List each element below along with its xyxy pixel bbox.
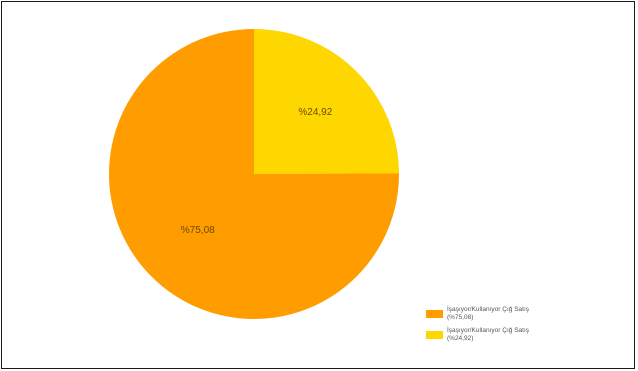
legend-label-2: İşaşıyor/Kullanıyor Çığ Satış (%24,92) — [447, 327, 530, 342]
legend-label-1: İşaşıyor/Kullanıyor Çığ Satış (%75,08) — [447, 306, 530, 321]
chart-legend: İşaşıyor/Kullanıyor Çığ Satış (%75,08) İ… — [426, 306, 626, 348]
pie-slice-2 — [254, 29, 399, 174]
legend-item-2: İşaşıyor/Kullanıyor Çığ Satış (%24,92) — [426, 327, 626, 343]
legend-swatch-2 — [426, 331, 443, 339]
slice-label-2: %24,92 — [298, 107, 332, 118]
legend-swatch-1 — [426, 310, 443, 318]
legend-item-1: İşaşıyor/Kullanıyor Çığ Satış (%75,08) — [426, 306, 626, 322]
pie-slice-1 — [108, 28, 400, 319]
slice-label-1: %75,08 — [181, 225, 215, 236]
